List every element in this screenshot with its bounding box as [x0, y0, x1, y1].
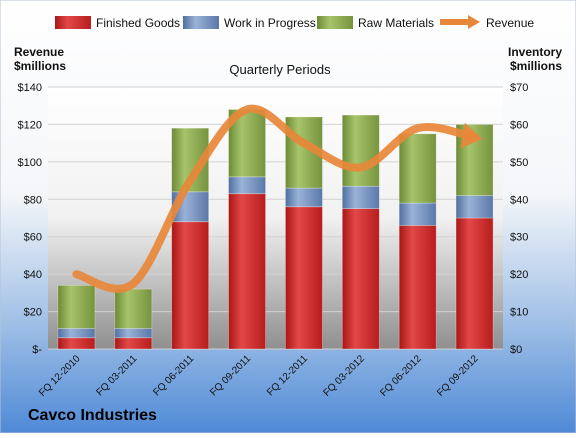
- right-tick-label: $10: [510, 307, 528, 319]
- legend-label-revenue: Revenue: [486, 16, 534, 30]
- left-tick-label: $60: [24, 232, 42, 244]
- legend-item-raw-materials: Raw Materials: [317, 16, 434, 30]
- legend-item-work-in-progress: Work in Progress: [183, 16, 316, 30]
- legend-item-revenue: Revenue: [440, 15, 534, 30]
- revenue-point: [245, 107, 249, 111]
- bar-raw-materials: [114, 288, 153, 329]
- legend-swatch-work-in-progress: [183, 16, 219, 29]
- left-axis-title-line2: $millions: [14, 59, 66, 73]
- bars: [57, 109, 494, 350]
- legend-swatch-raw-materials: [317, 16, 353, 29]
- bar-work-in-progress: [57, 328, 96, 339]
- left-tick-label: $140: [18, 82, 42, 94]
- legend-label-work-in-progress: Work in Progress: [224, 16, 316, 30]
- bar-finished-goods: [341, 208, 380, 350]
- bar-finished-goods: [285, 206, 323, 350]
- revenue-point: [74, 272, 78, 276]
- revenue-point: [473, 136, 477, 140]
- right-tick-label: $50: [510, 157, 528, 169]
- right-axis-title-line1: Inventory: [508, 45, 562, 59]
- right-tick-label: $40: [510, 194, 528, 206]
- bar-work-in-progress: [455, 195, 494, 219]
- bar-work-in-progress: [285, 187, 323, 208]
- legend: Finished Goods Work in Progress Raw Mate…: [55, 15, 534, 30]
- revenue-point: [302, 141, 306, 145]
- legend-label-finished-goods: Finished Goods: [96, 16, 180, 30]
- right-axis-ticks: $0 $10 $20 $30 $40 $50 $60 $70: [510, 82, 528, 356]
- bar-work-in-progress: [114, 328, 153, 339]
- left-tick-label: $40: [24, 269, 42, 281]
- left-tick-label: $120: [18, 119, 42, 131]
- bar-finished-goods: [57, 337, 96, 350]
- right-tick-label: $20: [510, 269, 528, 281]
- bar-raw-materials: [341, 114, 380, 187]
- left-axis-title-line1: Revenue: [14, 45, 64, 59]
- revenue-point: [131, 282, 135, 286]
- left-tick-label: $80: [24, 194, 42, 206]
- left-tick-label: $-: [32, 344, 42, 356]
- bar-finished-goods: [228, 193, 266, 350]
- company-name: Cavco Industries: [28, 407, 157, 424]
- legend-arrow-revenue: [468, 15, 480, 29]
- legend-item-finished-goods: Finished Goods: [55, 16, 180, 30]
- bar-work-in-progress: [398, 202, 437, 226]
- revenue-point: [188, 179, 192, 183]
- right-tick-label: $60: [510, 119, 528, 131]
- legend-label-raw-materials: Raw Materials: [358, 16, 434, 30]
- right-tick-label: $0: [510, 344, 522, 356]
- left-axis-ticks: $- $20 $40 $60 $80 $100 $120 $140: [18, 82, 43, 356]
- bar-work-in-progress: [341, 185, 380, 210]
- left-tick-label: $20: [24, 307, 42, 319]
- bar-finished-goods: [114, 337, 153, 350]
- chart-subtitle: Quarterly Periods: [229, 62, 331, 77]
- right-tick-label: $70: [510, 82, 528, 94]
- revenue-line-arrowhead: [460, 122, 483, 149]
- bar-finished-goods: [171, 221, 210, 350]
- bar-finished-goods: [455, 217, 494, 350]
- legend-swatch-finished-goods: [55, 16, 91, 29]
- right-tick-label: $30: [510, 232, 528, 244]
- bar-finished-goods: [398, 225, 437, 350]
- left-tick-label: $100: [18, 157, 42, 169]
- bar-raw-materials: [398, 133, 437, 204]
- revenue-line-path: [72, 104, 479, 293]
- revenue-point: [359, 165, 363, 169]
- revenue-point: [416, 126, 420, 130]
- bar-raw-materials: [57, 284, 96, 329]
- revenue-line: [72, 104, 483, 293]
- bar-work-in-progress: [228, 176, 266, 195]
- right-axis-title-line2: $millions: [510, 59, 562, 73]
